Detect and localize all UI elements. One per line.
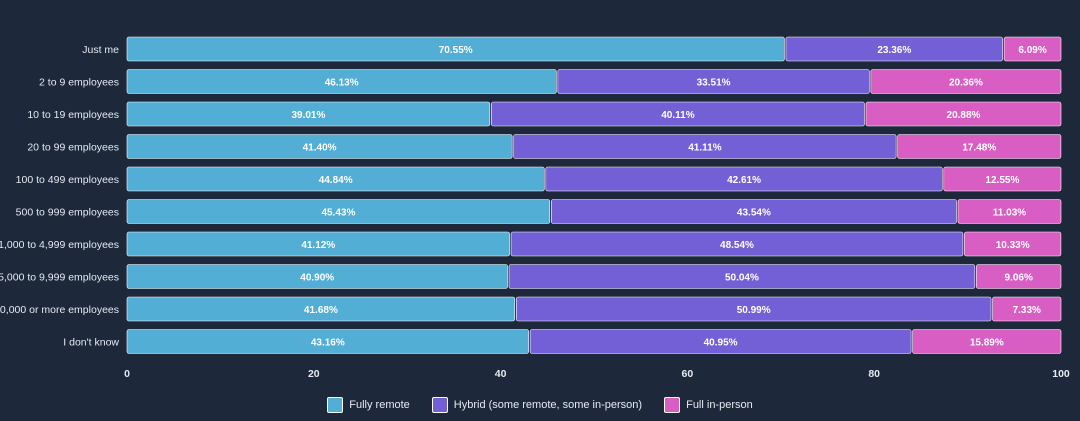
bar-segment[interactable]: [551, 199, 957, 224]
bar-value-label: 41.40%: [303, 143, 337, 154]
category-label: 10 to 19 employees: [27, 109, 119, 121]
bar-segment[interactable]: [870, 69, 1062, 94]
bar-value-label: 33.51%: [697, 78, 731, 89]
x-tick-label: 60: [682, 368, 694, 380]
legend-label: Full in-person: [686, 399, 753, 411]
bar-segment[interactable]: [126, 329, 529, 354]
category-label: 1,000 to 4,999 employees: [0, 239, 119, 251]
bar-segment[interactable]: [957, 199, 1062, 224]
bar-value-label: 17.48%: [962, 143, 996, 154]
category-label: 500 to 999 employees: [16, 207, 119, 219]
bar-segment[interactable]: [529, 329, 912, 354]
bar-value-label: 41.11%: [688, 143, 721, 154]
bar-value-label: 70.55%: [439, 45, 473, 56]
bar-value-label: 46.13%: [325, 78, 359, 89]
bar-segment[interactable]: [126, 231, 510, 257]
bar-segment[interactable]: [126, 69, 557, 94]
bar-segment[interactable]: [976, 264, 1062, 289]
bar-value-label: 41.68%: [304, 305, 338, 316]
x-tick-label: 40: [495, 368, 507, 380]
bar-value-label: 40.11%: [661, 110, 694, 121]
bar-value-label: 9.06%: [1005, 273, 1033, 284]
bar-segment[interactable]: [126, 199, 551, 224]
bar-value-label: 42.61%: [727, 175, 761, 186]
bar-segment[interactable]: [785, 36, 1003, 62]
bar-value-label: 45.43%: [321, 208, 355, 219]
legend-label: Hybrid (some remote, some in-person): [453, 399, 643, 411]
legend: Fully remote Hybrid (some remote, some in…: [0, 394, 1080, 416]
bar-segment[interactable]: [1003, 36, 1062, 62]
category-label: 2 to 9 employees: [39, 77, 119, 89]
bar-value-label: 12.55%: [985, 175, 1019, 186]
x-tick-label: 80: [868, 368, 880, 380]
legend-item[interactable]: Hybrid (some remote, some in-person): [431, 397, 643, 413]
bar-segment[interactable]: [964, 231, 1062, 257]
legend-item[interactable]: Full in-person: [664, 397, 753, 413]
bar-value-label: 40.95%: [704, 338, 738, 349]
category-label: 100 to 499 employees: [16, 174, 119, 186]
bar-segment[interactable]: [126, 101, 491, 127]
legend-swatch: [431, 397, 448, 413]
legend-swatch: [327, 397, 344, 413]
bar-segment[interactable]: [545, 166, 943, 192]
category-label: 5,000 to 9,999 employees: [0, 272, 119, 284]
bar-value-label: 41.12%: [301, 240, 335, 251]
bar-segment[interactable]: [557, 69, 870, 94]
bar-value-label: 23.36%: [877, 45, 911, 56]
bar-segment[interactable]: [126, 166, 545, 192]
bar-value-label: 50.99%: [737, 305, 771, 316]
legend-label: Fully remote: [349, 399, 410, 411]
bar-value-label: 48.54%: [720, 240, 754, 251]
bar-segment[interactable]: [491, 101, 865, 127]
bar-segment[interactable]: [126, 36, 785, 62]
bar-segment[interactable]: [508, 264, 976, 289]
bar-value-label: 10.33%: [996, 240, 1030, 251]
category-label: Just me: [82, 44, 119, 56]
bar-segment[interactable]: [126, 264, 508, 289]
bar-segment[interactable]: [513, 134, 897, 159]
bar-value-label: 43.16%: [311, 338, 345, 349]
x-tick-label: 20: [308, 368, 320, 380]
bar-value-label: 11.03%: [993, 208, 1026, 219]
bar-segment[interactable]: [912, 329, 1062, 354]
legend-swatch: [664, 397, 681, 413]
bar-value-label: 20.36%: [949, 78, 983, 89]
bar-value-label: 39.01%: [291, 110, 325, 121]
category-label: 10,000 or more employees: [0, 304, 119, 316]
bar-value-label: 44.84%: [319, 175, 353, 186]
bar-segment[interactable]: [992, 296, 1062, 322]
bar-value-label: 6.09%: [1018, 45, 1046, 56]
bar-value-label: 7.33%: [1013, 305, 1041, 316]
bar-segment[interactable]: [943, 166, 1062, 192]
bar-value-label: 15.89%: [970, 338, 1004, 349]
bar-value-label: 50.04%: [725, 273, 759, 284]
bar-value-label: 43.54%: [737, 208, 771, 219]
category-label: 20 to 99 employees: [27, 142, 119, 154]
legend-item[interactable]: Fully remote: [327, 397, 410, 413]
bar-segment[interactable]: [865, 101, 1062, 127]
bar-segment[interactable]: [126, 134, 513, 159]
category-label: I don't know: [63, 337, 119, 349]
bar-segment[interactable]: [126, 296, 516, 322]
bar-value-label: 40.90%: [300, 273, 334, 284]
x-tick-label: 100: [1052, 368, 1070, 380]
x-tick-label: 0: [124, 368, 130, 380]
bar-segment[interactable]: [897, 134, 1062, 159]
bar-segment[interactable]: [510, 231, 964, 257]
bar-segment[interactable]: [515, 296, 992, 322]
bar-value-label: 20.88%: [947, 110, 981, 121]
